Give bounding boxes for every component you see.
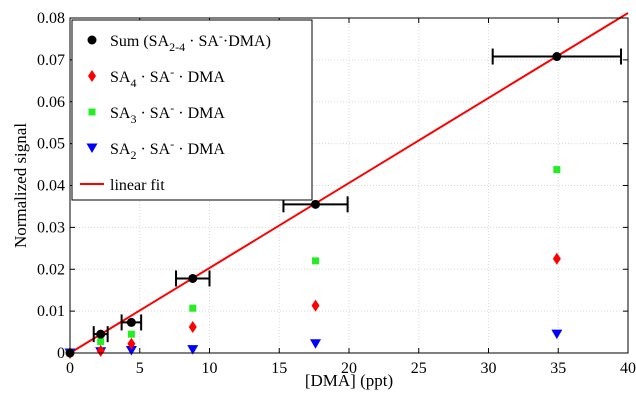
- legend-text-part: SA: [110, 105, 131, 122]
- legend-text-part: -: [170, 101, 174, 115]
- sa4-point: [127, 337, 136, 350]
- sa2-point: [187, 345, 199, 355]
- x-tick-label: 20: [341, 360, 357, 377]
- x-axis-label: [DMA] (ppt): [305, 371, 393, 390]
- legend-text-part: SA: [110, 141, 131, 158]
- plot-area: [64, 12, 629, 359]
- sa3-point: [97, 338, 105, 346]
- linear-fit-line: [69, 12, 629, 354]
- legend-sa2-label: SA2 · SA- · DMA: [110, 137, 225, 162]
- sum-point: [126, 317, 136, 327]
- legend: Sum (SA2-4 · SA-·DMA)SA4 · SA- · DMASA3 …: [71, 19, 313, 201]
- sum-point: [96, 329, 106, 339]
- legend-text-part: · DMA: [174, 141, 225, 158]
- sa4-point: [96, 344, 105, 357]
- sa4-point: [552, 252, 561, 265]
- legend-text-part: · DMA: [174, 69, 225, 86]
- legend-text-part: ·DMA): [223, 33, 271, 50]
- legend-text-part: SA: [110, 69, 131, 86]
- x-tick-label: 40: [620, 360, 636, 377]
- legend-sa4-marker: [88, 70, 96, 82]
- y-tick-label: 0: [57, 345, 65, 362]
- legend-text-part: 2: [130, 148, 136, 162]
- legend-sa2-marker: [86, 143, 98, 153]
- sum-point: [552, 52, 562, 62]
- y-tick-label: 0.07: [37, 52, 65, 69]
- y-tick-label: 0.03: [37, 219, 65, 236]
- legend-text-part: · DMA: [174, 105, 225, 122]
- legend-sa3-marker: [88, 108, 96, 116]
- legend-text-part: Sum (SA: [110, 33, 170, 50]
- sa3-point: [189, 304, 197, 312]
- y-tick-label: 0.02: [37, 261, 65, 278]
- legend-sum-label: Sum (SA2-4 · SA-·DMA): [110, 29, 271, 54]
- legend-text-part: · SA: [185, 33, 219, 50]
- y-tick-label: 0.08: [37, 10, 65, 27]
- legend-sa3-label: SA3 · SA- · DMA: [110, 101, 225, 126]
- sa3-point: [553, 166, 561, 174]
- legend-text-part: 3: [130, 112, 136, 126]
- legend-sum-marker: [87, 35, 97, 45]
- x-tick-label: 30: [481, 360, 497, 377]
- x-tick-label: 15: [271, 360, 287, 377]
- x-tick-label: 35: [550, 360, 566, 377]
- legend-text-part: · SA: [136, 69, 170, 86]
- y-tick-label: 0.06: [37, 94, 65, 111]
- x-tick-label: 0: [66, 360, 74, 377]
- axis-ticks: 0 5 10 15 20 25 30 35 40 0 0.01 0.02 0.03 0.04 0.05 0.0…: [37, 10, 636, 377]
- legend-text-part: -: [170, 137, 174, 151]
- legend-text-part: · SA: [136, 105, 170, 122]
- legend-sa4-label: SA4 · SA- · DMA: [110, 65, 225, 90]
- legend-text-part: · SA: [136, 141, 170, 158]
- sa4-point: [188, 321, 197, 334]
- x-tick-label: 10: [202, 360, 218, 377]
- legend-text-part: 4: [130, 76, 136, 90]
- sum-point: [188, 273, 198, 283]
- y-tick-label: 0.04: [37, 178, 65, 195]
- legend-text-part: 2-4: [169, 40, 185, 54]
- legend-box: [71, 19, 313, 201]
- legend-text-part: -: [170, 65, 174, 79]
- sa3-point: [127, 330, 135, 338]
- sum-point: [311, 199, 321, 209]
- y-tick-label: 0.05: [37, 136, 65, 153]
- x-tick-label: 5: [136, 360, 144, 377]
- sa4-point: [311, 299, 320, 312]
- legend-fit-label: linear fit: [110, 177, 165, 194]
- x-tick-label: 25: [411, 360, 427, 377]
- legend-text-part: -: [219, 29, 223, 43]
- sa2-point: [125, 345, 137, 356]
- y-axis-label: Normalized signal: [11, 123, 30, 248]
- sa2-point: [551, 329, 563, 340]
- sa3-point: [312, 257, 320, 265]
- y-tick-label: 0.01: [37, 303, 65, 320]
- sa2-point: [310, 339, 322, 349]
